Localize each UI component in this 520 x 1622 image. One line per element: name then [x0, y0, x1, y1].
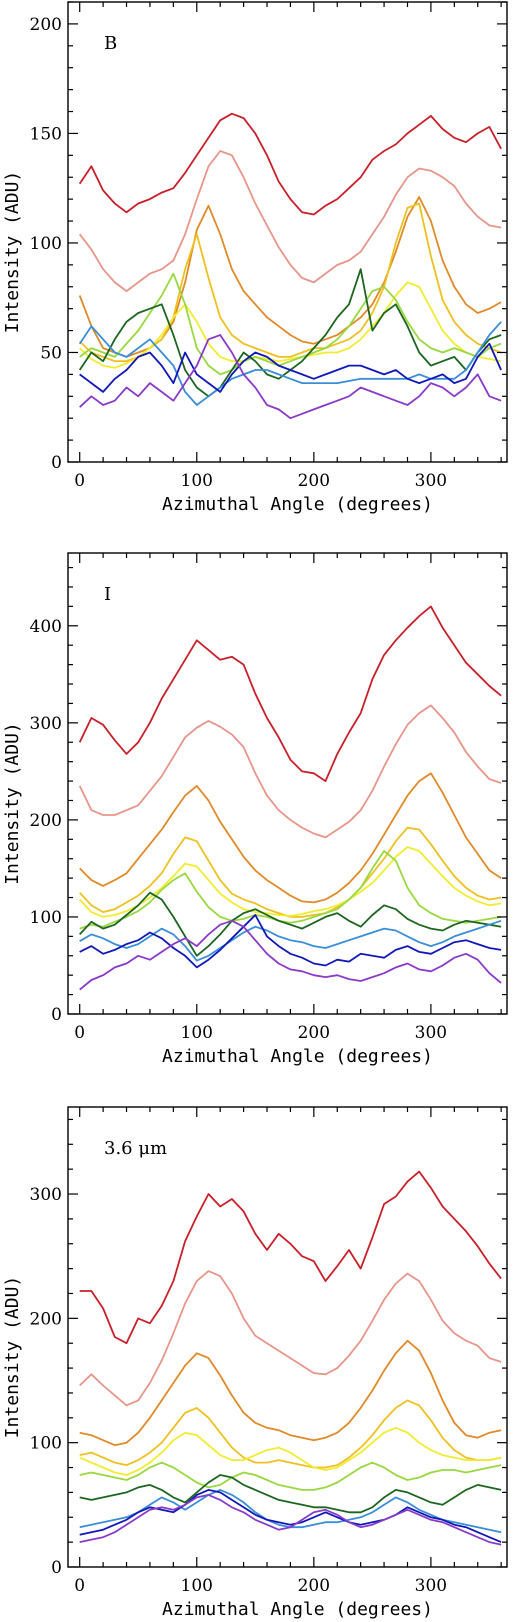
series-line-3 [79, 826, 502, 918]
x-tick-label: 0 [74, 471, 85, 491]
x-tick-label: 100 [181, 471, 213, 491]
plot-frame [67, 552, 508, 1015]
y-tick-label: 300 [30, 714, 62, 734]
series-line-5 [79, 272, 502, 376]
y-tick-label: 200 [30, 15, 62, 35]
x-tick-label: 0 [74, 1023, 85, 1043]
y-tick-label: 200 [30, 811, 62, 831]
x-tick-label: 300 [415, 1576, 447, 1596]
x-tick-label: 200 [298, 1023, 330, 1043]
y-tick-label: 100 [30, 908, 62, 928]
x-tick-label: 0 [74, 1576, 85, 1596]
y-tick-label: 150 [30, 124, 62, 144]
series-line-6 [78, 268, 502, 398]
series-line-1 [78, 704, 502, 839]
series-line-4 [79, 281, 502, 369]
y-tick-label: 0 [51, 1005, 62, 1025]
series-line-9 [79, 919, 502, 991]
series-line-4 [79, 1426, 502, 1476]
plot-frame [67, 1, 508, 463]
y-tick-label: 200 [30, 1309, 62, 1329]
x-tick-label: 200 [298, 471, 330, 491]
series-line-0 [79, 1170, 502, 1345]
panel-label: B [104, 33, 117, 54]
y-axis-label: Intensity (ADU) [2, 1276, 23, 1439]
series-line-5 [79, 1461, 502, 1491]
plot-frame [67, 1106, 508, 1568]
y-tick-label: 400 [30, 617, 62, 637]
series-line-8 [79, 342, 502, 393]
panel-label: I [104, 584, 111, 605]
y-axis-label: Intensity (ADU) [2, 171, 23, 334]
series-line-6 [79, 891, 502, 957]
x-axis-label: Azimuthal Angle (degrees) [162, 494, 433, 515]
series-line-8 [79, 1489, 502, 1543]
series-line-0 [78, 605, 502, 782]
series-line-2 [78, 196, 502, 358]
series-line-1 [79, 1270, 502, 1407]
series-line-3 [79, 1399, 502, 1469]
x-tick-label: 100 [181, 1576, 213, 1596]
x-axis-label: Azimuthal Angle (degrees) [162, 1046, 433, 1067]
series-line-4 [79, 846, 502, 918]
series-line-2 [79, 772, 502, 904]
y-tick-label: 0 [51, 453, 62, 473]
y-tick-label: 100 [30, 1434, 62, 1454]
series-line-7 [79, 919, 502, 962]
y-axis-label: Intensity (ADU) [2, 722, 23, 885]
x-tick-label: 100 [181, 1023, 213, 1043]
y-tick-label: 300 [30, 1185, 62, 1205]
series-line-9 [79, 334, 502, 420]
x-tick-label: 300 [415, 1023, 447, 1043]
series-line-5 [79, 850, 502, 930]
y-tick-label: 50 [40, 343, 62, 363]
series-line-6 [79, 1474, 502, 1514]
series-line-8 [79, 914, 502, 969]
x-tick-label: 300 [415, 471, 447, 491]
series-line-1 [78, 150, 502, 293]
panel-label: 3.6 μm [104, 1138, 167, 1159]
series-line-3 [79, 202, 502, 363]
series-line-2 [79, 1339, 502, 1447]
series-line-0 [78, 112, 502, 216]
x-axis-label: Azimuthal Angle (degrees) [162, 1599, 433, 1620]
series-line-9 [79, 1494, 502, 1546]
chart-panel-0: 0 100 200 300 0 50 100 150 200 Azimuthal Angle (d… [2, 1, 508, 515]
x-tick-label: 200 [298, 1576, 330, 1596]
chart-panel-2: 0 100 200 300 0 100 200 300 Azimuthal Angle (deg… [2, 1106, 508, 1620]
y-tick-label: 0 [51, 1558, 62, 1578]
y-tick-label: 100 [30, 234, 62, 254]
chart-panel-1: 0 100 200 300 0 100 200 300 400 Azimuthal Angle (… [2, 552, 508, 1067]
